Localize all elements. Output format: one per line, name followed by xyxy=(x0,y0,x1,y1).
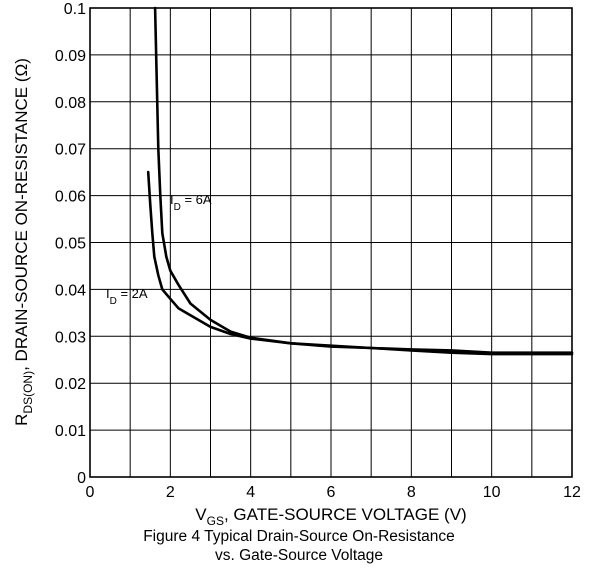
label-id-2a-main: I xyxy=(106,286,110,301)
x-tick-label: 12 xyxy=(563,484,581,501)
y-tick-label: 0.03 xyxy=(55,329,86,346)
y-tick-labels: 0 0.01 0.02 0.03 0.04 0.05 0.06 0.07 0.08 0.09 0.1 xyxy=(55,1,86,487)
label-id-6a-rest: = 6A xyxy=(181,192,212,207)
y-tick-label: 0.05 xyxy=(55,236,86,253)
y-tick-label: 0.09 xyxy=(55,48,86,65)
label-id-6a-main: I xyxy=(170,192,174,207)
series-line-id-2a xyxy=(146,170,574,356)
x-axis-title-rest: , GATE-SOURCE VOLTAGE (V) xyxy=(224,505,467,524)
y-axis-title-sub: DS(ON) xyxy=(21,371,35,414)
label-id-6a-sub: D xyxy=(174,202,181,213)
caption-line-2: vs. Gate-Source Voltage xyxy=(214,547,383,564)
y-tick-label: 0.07 xyxy=(55,142,86,159)
plot-frame xyxy=(89,7,573,478)
y-tick-label: 0.1 xyxy=(64,1,86,18)
grid-lines xyxy=(90,8,572,477)
y-tick-label: 0.08 xyxy=(55,95,86,112)
x-tick-label: 6 xyxy=(327,484,336,501)
y-axis-title-main: R xyxy=(12,414,31,426)
x-axis-title-main: V xyxy=(195,505,207,524)
label-id-2a-rest: = 2A xyxy=(117,286,148,301)
label-id-2a: ID = 2A xyxy=(106,286,148,307)
series-lines xyxy=(146,6,574,356)
y-tick-label: 0.01 xyxy=(55,423,86,440)
x-tick-label: 0 xyxy=(86,484,95,501)
x-tick-labels: 0 2 4 6 8 10 12 xyxy=(86,484,581,501)
x-axis-title: VGS, GATE-SOURCE VOLTAGE (V) xyxy=(195,505,466,528)
figure-caption: Figure 4 Typical Drain-Source On-Resista… xyxy=(0,527,598,565)
y-tick-label: 0.02 xyxy=(55,376,86,393)
y-axis-title-rest: , DRAIN-SOURCE ON-RESISTANCE (Ω) xyxy=(12,58,31,371)
y-axis-title: RDS(ON), DRAIN-SOURCE ON-RESISTANCE (Ω) xyxy=(12,58,35,426)
series-line-id-6a xyxy=(153,6,574,355)
x-tick-label: 8 xyxy=(407,484,416,501)
x-tick-label: 4 xyxy=(246,484,255,501)
x-tick-label: 2 xyxy=(166,484,175,501)
y-tick-label: 0.04 xyxy=(55,282,86,299)
x-axis-title-sub: GS xyxy=(207,514,224,528)
label-id-2a-sub: D xyxy=(110,296,117,307)
caption-line-1: Figure 4 Typical Drain-Source On-Resista… xyxy=(143,528,455,545)
y-tick-label: 0 xyxy=(77,470,86,487)
x-tick-label: 10 xyxy=(483,484,501,501)
label-id-6a: ID = 6A xyxy=(170,192,212,213)
y-tick-label: 0.06 xyxy=(55,189,86,206)
